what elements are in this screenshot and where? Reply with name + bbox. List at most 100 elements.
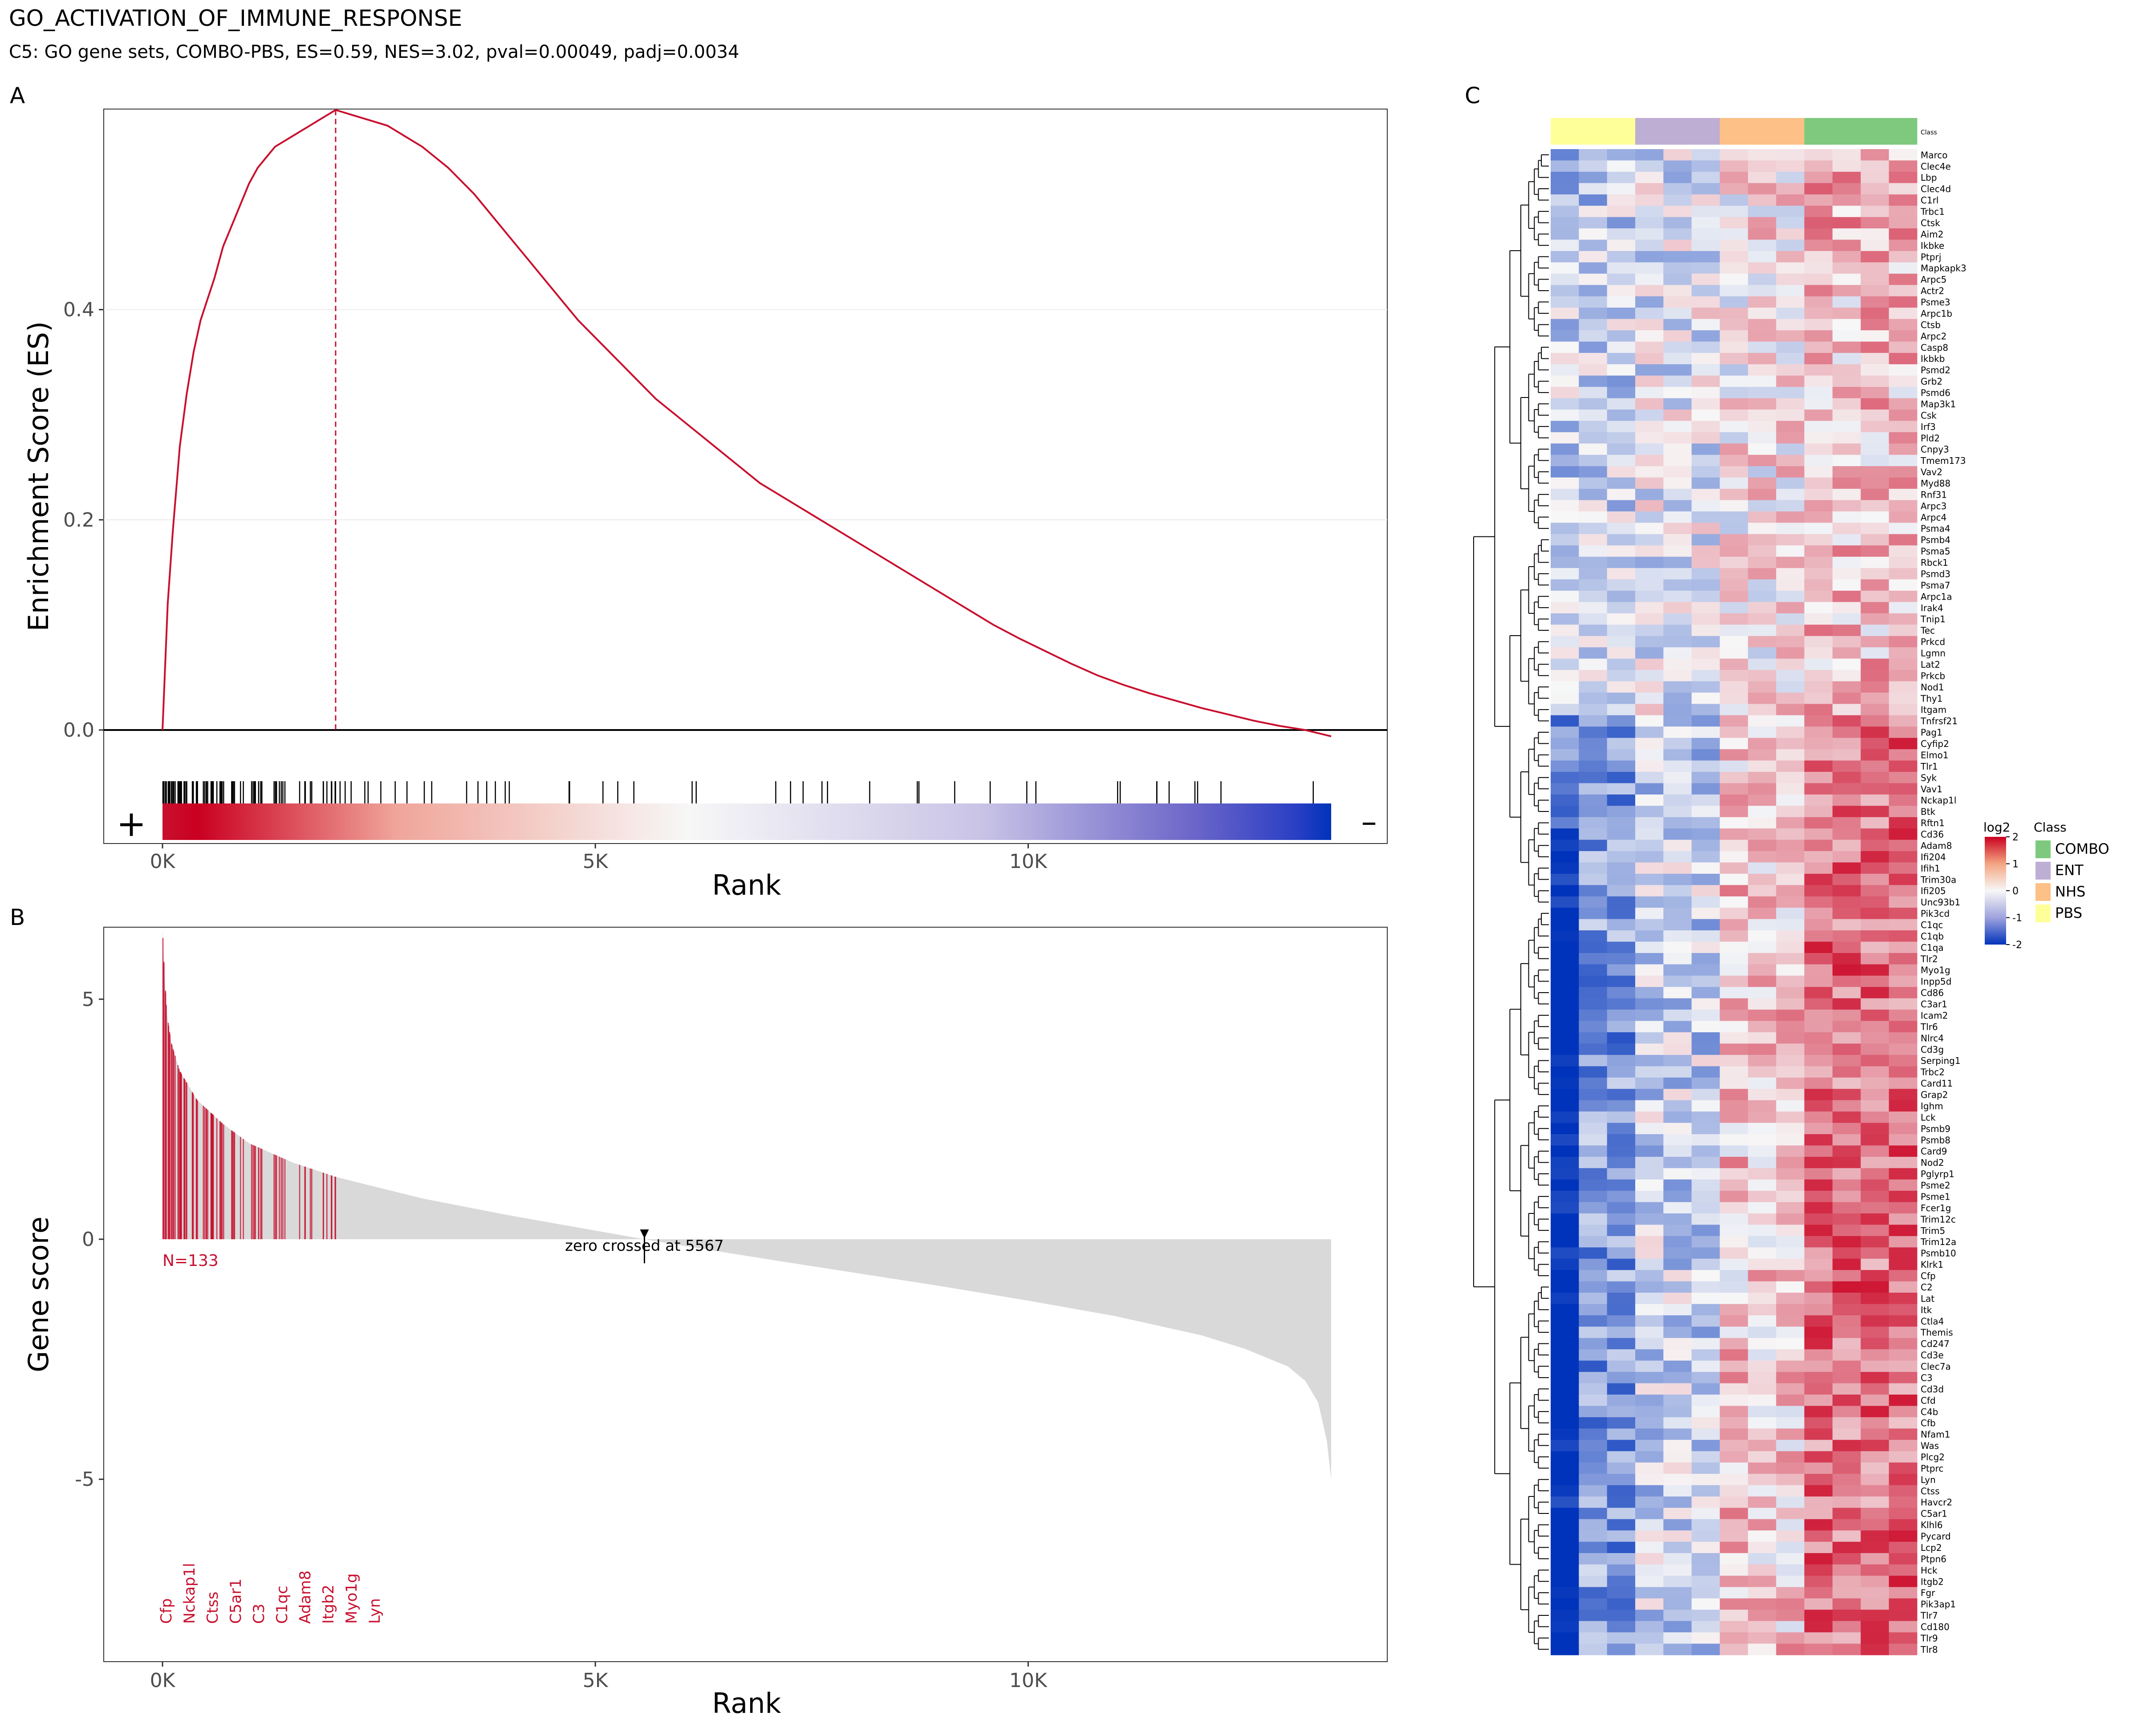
heatmap-cell [1776, 1123, 1805, 1135]
heatmap-cell [1748, 998, 1776, 1010]
heatmap-cell [1579, 1451, 1608, 1463]
heatmap-cell [1607, 670, 1636, 681]
heatmap-cell [1635, 285, 1664, 297]
heatmap-cell [1579, 1179, 1608, 1191]
heatmap-cell [1776, 1134, 1805, 1146]
heatmap-gene-label: Prkcb [1921, 670, 1945, 681]
heatmap-cell [1579, 341, 1608, 353]
heatmap-gene-label: Inpp5d [1921, 976, 1951, 987]
heatmap-cell [1861, 149, 1889, 161]
heatmap-cell [1832, 556, 1861, 568]
heatmap-cell [1719, 930, 1748, 942]
heatmap-cell [1607, 1508, 1636, 1520]
heatmap-cell [1804, 1315, 1833, 1327]
heatmap-cell [1579, 1168, 1608, 1180]
heatmap-cell [1579, 896, 1608, 908]
heatmap-cell [1889, 1145, 1918, 1157]
heatmap-cell [1607, 919, 1636, 931]
heatmap-cell [1889, 908, 1918, 920]
heatmap-cell [1663, 330, 1692, 342]
heatmap-cell [1776, 183, 1805, 195]
es-x-tick-label: 0K [150, 850, 176, 873]
heatmap-cell [1832, 251, 1861, 263]
heatmap-cell [1607, 1394, 1636, 1406]
heatmap-gene-label: Adam8 [1921, 840, 1952, 851]
heatmap-cell [1804, 1428, 1833, 1440]
heatmap-cell [1607, 1258, 1636, 1270]
heatmap-cell [1832, 851, 1861, 863]
class-legend-title: Class [2034, 820, 2067, 835]
heatmap-cell [1719, 364, 1748, 376]
heatmap-cell [1635, 1213, 1664, 1225]
heatmap-cell [1861, 217, 1889, 229]
heatmap-cell [1748, 1179, 1776, 1191]
heatmap-cell [1748, 454, 1776, 466]
heatmap-cell [1861, 1541, 1889, 1553]
heatmap-cell [1579, 1123, 1608, 1135]
heatmap-cell [1635, 308, 1664, 320]
heatmap-cell [1663, 1304, 1692, 1316]
heatmap-cell [1832, 1587, 1861, 1599]
heatmap-cell [1889, 319, 1918, 331]
heatmap-cell [1719, 1010, 1748, 1022]
heatmap-cell [1776, 749, 1805, 761]
heatmap-gene-label: C1qb [1921, 931, 1944, 941]
heatmap-cell [1551, 941, 1579, 953]
heatmap-cell [1635, 704, 1664, 716]
heatmap-cell [1719, 1496, 1748, 1508]
heatmap-cell [1861, 387, 1889, 399]
heatmap-cell [1889, 1100, 1918, 1112]
heatmap-cell [1889, 1179, 1918, 1191]
heatmap-cell [1832, 1508, 1861, 1520]
class-legend-label: PBS [2055, 905, 2082, 921]
heatmap-cell [1776, 658, 1805, 670]
heatmap-cell [1804, 1519, 1833, 1531]
heatmap-cell [1861, 353, 1889, 365]
heatmap-cell [1691, 1598, 1720, 1610]
heatmap-cell [1748, 613, 1776, 625]
heatmap-cell [1635, 681, 1664, 693]
heatmap-cell [1804, 489, 1833, 501]
heatmap-cell [1551, 930, 1579, 942]
heatmap-cell [1635, 1123, 1664, 1135]
heatmap-cell [1804, 1485, 1833, 1497]
heatmap-cell [1832, 239, 1861, 251]
heatmap-cell [1719, 1610, 1748, 1622]
heatmap-cell [1889, 1191, 1918, 1203]
heatmap-cell [1719, 1564, 1748, 1576]
heatmap-cell [1607, 806, 1636, 818]
heatmap-cell [1663, 738, 1692, 750]
heatmap-cell [1607, 568, 1636, 580]
heatmap-cell [1748, 1372, 1776, 1384]
heatmap-cell [1579, 319, 1608, 331]
heatmap-cell [1635, 975, 1664, 987]
heatmap-cell [1748, 1349, 1776, 1361]
heatmap-cell [1635, 896, 1664, 908]
heatmap-cell [1861, 1315, 1889, 1327]
heatmap-cell [1832, 330, 1861, 342]
heatmap-cell [1691, 1213, 1720, 1225]
heatmap-cell [1551, 636, 1579, 648]
heatmap-cell [1579, 1145, 1608, 1157]
es-x-tick-label: 10K [1009, 850, 1048, 873]
heatmap-cell [1719, 160, 1748, 172]
heatmap-cell [1551, 591, 1579, 602]
heatmap-cell [1748, 1156, 1776, 1168]
heatmap-cell [1748, 556, 1776, 568]
class-annotation-cell [1804, 118, 1833, 145]
heatmap-cell [1889, 1575, 1918, 1587]
heatmap-cell [1607, 217, 1636, 229]
heatmap-gene-label: Nod2 [1921, 1157, 1944, 1168]
heatmap-cell [1719, 1213, 1748, 1225]
heatmap-cell [1579, 466, 1608, 478]
heatmap-cell [1832, 1213, 1861, 1225]
heatmap-cell [1804, 443, 1833, 455]
heatmap-cell [1635, 443, 1664, 455]
heatmap-cell [1776, 840, 1805, 852]
heatmap-cell [1832, 1179, 1861, 1191]
heatmap-cell [1635, 556, 1664, 568]
heatmap-cell [1804, 828, 1833, 840]
heatmap-cell [1889, 1496, 1918, 1508]
heatmap-cell [1607, 602, 1636, 614]
class-legend-label: NHS [2055, 883, 2085, 900]
